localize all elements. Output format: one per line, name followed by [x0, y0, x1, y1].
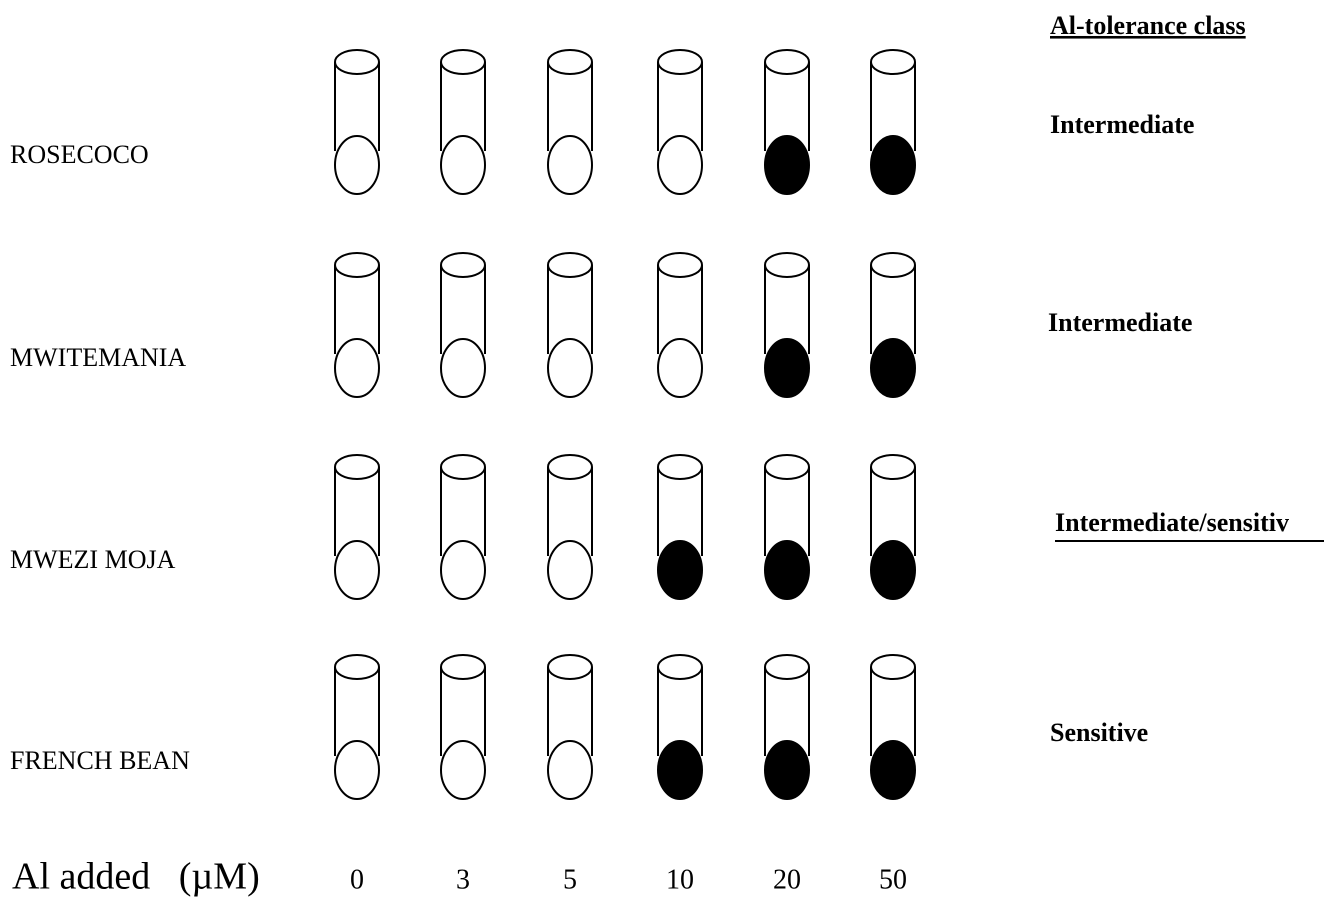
root-tip-stained	[871, 741, 915, 799]
tube-cap	[658, 455, 702, 479]
root-tip	[658, 136, 702, 194]
tube-cap	[658, 253, 702, 277]
tube-cap	[548, 50, 592, 74]
tube-body	[658, 62, 702, 151]
root-tip	[441, 541, 485, 599]
row-label: FRENCH BEAN	[10, 746, 190, 775]
concentration-value: 3	[456, 864, 470, 895]
concentration-value: 10	[666, 864, 694, 895]
tube-cap	[658, 655, 702, 679]
tube-cap	[765, 253, 809, 277]
root-tip-stained	[871, 136, 915, 194]
tube-cap	[335, 655, 379, 679]
tube-cap	[548, 455, 592, 479]
diagram: Al-tolerance class Al added (µM) 0 3 5 10 20…	[0, 0, 1324, 901]
tube-cap	[548, 655, 592, 679]
tolerance-class: Intermediate	[1050, 110, 1194, 139]
tube-body	[441, 467, 485, 556]
tube-cap	[335, 455, 379, 479]
tube-body	[335, 62, 379, 151]
root-tip-stained	[658, 541, 702, 599]
tube-cap	[871, 655, 915, 679]
root-tip-stained	[765, 741, 809, 799]
concentration-value: 5	[563, 864, 577, 895]
tolerance-class: Sensitive	[1050, 718, 1148, 747]
tube-cap	[441, 455, 485, 479]
tube-cap	[871, 455, 915, 479]
tubes	[335, 50, 915, 799]
root-tip	[335, 741, 379, 799]
root-tip-stained	[658, 741, 702, 799]
root-tip	[548, 541, 592, 599]
tolerance-class: Intermediate	[1048, 308, 1192, 337]
root-tip	[548, 741, 592, 799]
root-tip	[335, 339, 379, 397]
tube-body	[335, 467, 379, 556]
root-tip	[548, 339, 592, 397]
tube-cap	[871, 253, 915, 277]
tube-body	[548, 265, 592, 354]
root-tip	[441, 136, 485, 194]
concentration-value: 50	[879, 864, 907, 895]
root-tip-stained	[765, 339, 809, 397]
tube-cap	[871, 50, 915, 74]
root-tip	[335, 541, 379, 599]
concentration-label: Al added (µM)	[12, 856, 260, 898]
tube-body	[548, 62, 592, 151]
tube-body	[335, 667, 379, 756]
tube-body	[548, 467, 592, 556]
root-tip	[548, 136, 592, 194]
root-tip	[658, 339, 702, 397]
root-tip-stained	[871, 541, 915, 599]
tube-cap	[548, 253, 592, 277]
class-header: Al-tolerance class	[1050, 11, 1246, 40]
tube-cap	[441, 655, 485, 679]
row-label: ROSECOCO	[10, 140, 149, 169]
root-tip	[441, 339, 485, 397]
concentration-value: 20	[773, 864, 801, 895]
root-tip-stained	[871, 339, 915, 397]
tube-cap	[335, 253, 379, 277]
tube-body	[548, 667, 592, 756]
tube-cap	[335, 50, 379, 74]
tube-body	[658, 265, 702, 354]
tube-cap	[765, 455, 809, 479]
tube-cap	[441, 50, 485, 74]
root-tip	[441, 741, 485, 799]
root-tip	[335, 136, 379, 194]
tube-cap	[658, 50, 702, 74]
root-tip-stained	[765, 541, 809, 599]
row-label: MWEZI MOJA	[10, 545, 176, 574]
tube-body	[441, 667, 485, 756]
row-label: MWITEMANIA	[10, 343, 186, 372]
tube-cap	[441, 253, 485, 277]
tube-body	[335, 265, 379, 354]
tolerance-class: Intermediate/sensitiv	[1055, 508, 1289, 537]
tube-cap	[765, 655, 809, 679]
concentration-value: 0	[350, 864, 364, 895]
root-tip-stained	[765, 136, 809, 194]
tube-body	[441, 62, 485, 151]
tube-body	[441, 265, 485, 354]
tube-cap	[765, 50, 809, 74]
